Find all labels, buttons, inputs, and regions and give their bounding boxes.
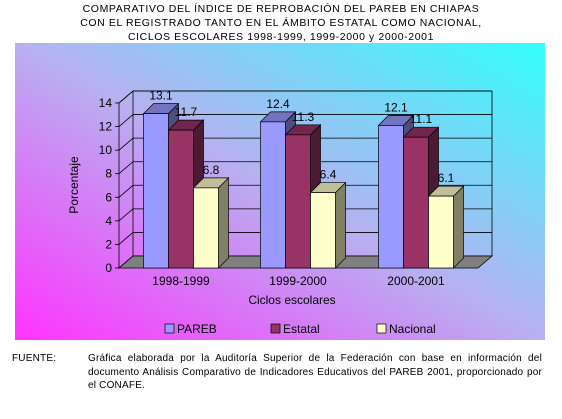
grid-diagonal — [118, 90, 134, 104]
bar-nacional — [310, 192, 336, 269]
bar-estatal — [285, 134, 311, 269]
data-label: 11.1 — [410, 112, 433, 126]
bar-pareb — [143, 113, 169, 269]
y-tick-label: 12 — [99, 120, 113, 134]
x-category-label: 2000-2001 — [387, 274, 445, 288]
source-text: Gráfica elaborada por la Auditoría Super… — [88, 353, 542, 391]
bar-estatal — [403, 136, 429, 269]
y-tick-label: 10 — [99, 143, 113, 157]
y-tick-label: 6 — [105, 190, 112, 204]
chart: 0 2 4 6 8 10 12 14 13.111.7 6.8 1998-1999 12.411.3 6… — [15, 43, 545, 340]
x-category-label: 1998-1999 — [152, 274, 210, 288]
y-tick-label: 2 — [105, 237, 112, 251]
y-tick-label: 4 — [105, 214, 112, 228]
bar-side-nacional — [218, 177, 229, 269]
bar-estatal — [168, 129, 194, 269]
title-line-3: CICLOS ESCOLARES 1998-1999, 1999-2000 y … — [127, 31, 435, 43]
grid-diagonal — [118, 232, 134, 245]
y-tick-label: 0 — [105, 261, 112, 275]
chart-title: COMPARATIVO DEL ÍNDICE DE REPROBACIÓN DE… — [0, 2, 562, 44]
x-category-label: 1999-2000 — [269, 274, 327, 288]
grid-diagonal — [118, 114, 134, 127]
y-tick-label: 14 — [99, 96, 113, 110]
bar-pareb — [260, 121, 286, 269]
grid-diagonal — [118, 208, 134, 222]
title-line-2: CON EL REGISTRADO TANTO EN EL ÁMBITO EST… — [80, 17, 482, 29]
bar-nacional — [193, 187, 219, 269]
data-label: 11.7 — [175, 105, 198, 119]
legend-swatch-estatal — [270, 323, 281, 334]
grid-diagonal — [118, 137, 134, 151]
legend-label-nacional: Nacional — [389, 322, 436, 336]
y-tick-label: 8 — [105, 167, 112, 181]
data-label: 13.1 — [149, 89, 173, 103]
data-label: 12.1 — [384, 100, 408, 114]
bar-pareb — [378, 125, 404, 269]
data-label: 6.8 — [203, 163, 220, 177]
grid-diagonal — [118, 184, 134, 198]
data-label: 6.4 — [320, 168, 337, 182]
y-axis-title: Porcentaje — [67, 156, 81, 214]
legend-swatch-nacional — [376, 323, 387, 334]
legend-swatch-pareb — [164, 323, 175, 334]
data-label: 12.4 — [266, 97, 290, 111]
title-line-1: COMPARATIVO DEL ÍNDICE DE REPROBACIÓN DE… — [82, 3, 480, 15]
bar-side-nacional — [453, 185, 464, 269]
legend-label-estatal: Estatal — [283, 322, 320, 336]
x-axis-title: Ciclos escolares — [248, 293, 335, 307]
grid-diagonal — [118, 161, 134, 175]
data-label: 11.3 — [292, 110, 315, 124]
bar-nacional — [428, 195, 454, 269]
legend-label-pareb: PAREB — [177, 322, 217, 336]
data-label: 6.1 — [438, 171, 455, 185]
bar-side-nacional — [335, 181, 346, 269]
source-label: FUENTE: — [12, 353, 57, 364]
